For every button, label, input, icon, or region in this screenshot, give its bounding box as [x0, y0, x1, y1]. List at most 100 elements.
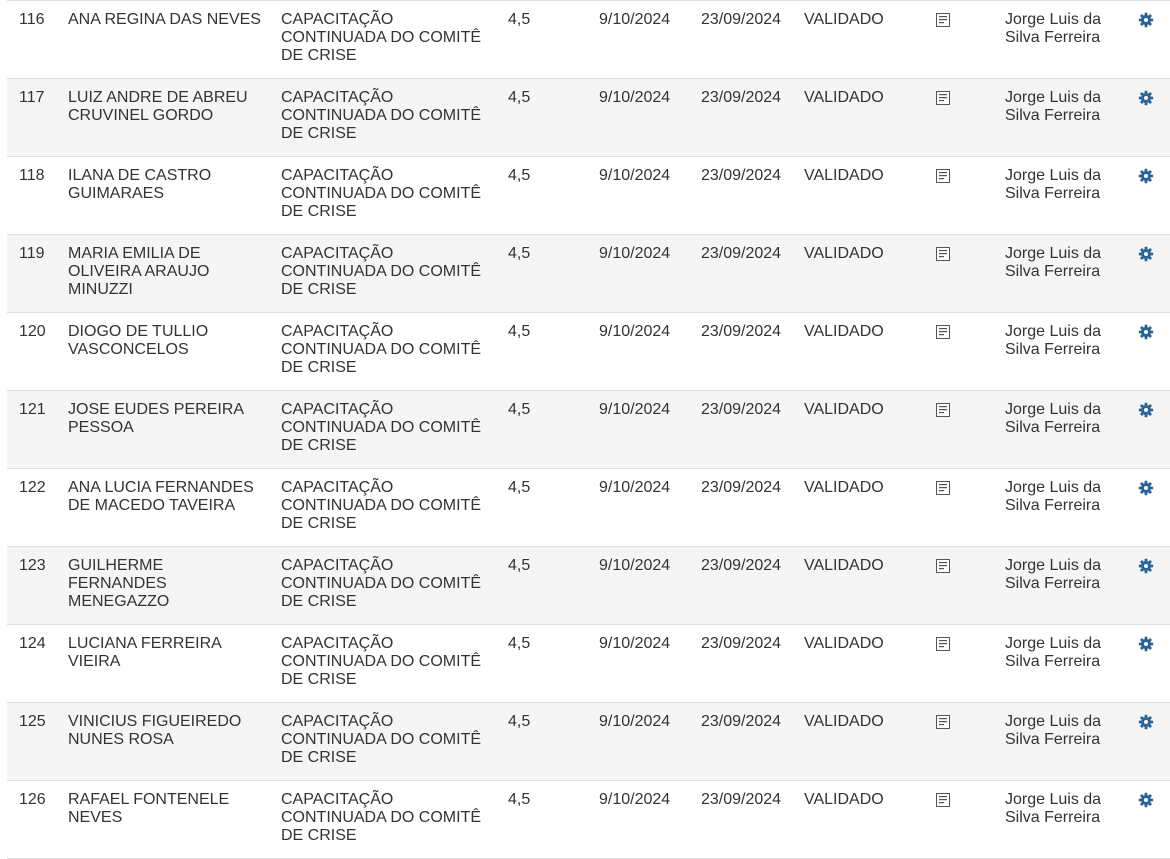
table-row: 117 LUIZ ANDRE DE ABREU CRUVINEL GORDO C…: [7, 79, 1170, 157]
doc-list-icon[interactable]: [935, 792, 953, 810]
status-text: VALIDADO: [804, 479, 884, 496]
gear-icon[interactable]: [1138, 246, 1154, 262]
doc-list-icon[interactable]: [935, 12, 953, 30]
issue-date: 9/10/2024: [599, 635, 671, 652]
status-text: VALIDADO: [804, 401, 884, 418]
gear-icon[interactable]: [1138, 168, 1154, 184]
course-name: CAPACITAÇÃO CONTINUADA DO COMITÊ DE CRIS…: [281, 401, 482, 454]
event-date: 23/09/2024: [701, 245, 782, 262]
participant-name: RAFAEL FONTENELE NEVES: [68, 791, 230, 826]
event-date: 23/09/2024: [701, 635, 782, 652]
course-name: CAPACITAÇÃO CONTINUADA DO COMITÊ DE CRIS…: [281, 167, 482, 220]
table-row: 121 JOSE EUDES PEREIRA PESSOA CAPACITAÇÃ…: [7, 391, 1170, 469]
gear-icon[interactable]: [1138, 636, 1154, 652]
table-row: 120 DIOGO DE TULLIO VASCONCELOS CAPACITA…: [7, 313, 1170, 391]
table-row: 116 ANA REGINA DAS NEVES CAPACITAÇÃO CON…: [7, 1, 1170, 79]
course-name: CAPACITAÇÃO CONTINUADA DO COMITÊ DE CRIS…: [281, 89, 482, 142]
issue-date: 9/10/2024: [599, 167, 671, 184]
validator-name: Jorge Luis da Silva Ferreira: [1005, 557, 1102, 592]
doc-list-icon[interactable]: [935, 168, 953, 186]
workload-hours: 4,5: [508, 167, 531, 184]
event-date: 23/09/2024: [701, 11, 782, 28]
records-table: 116 ANA REGINA DAS NEVES CAPACITAÇÃO CON…: [7, 0, 1170, 859]
participant-name: LUCIANA FERREIRA VIEIRA: [68, 635, 221, 670]
gear-icon[interactable]: [1138, 90, 1154, 106]
participant-name: GUILHERME FERNANDES MENEGAZZO: [68, 557, 170, 610]
validator-name: Jorge Luis da Silva Ferreira: [1005, 11, 1102, 46]
event-date: 23/09/2024: [701, 713, 782, 730]
row-number: 126: [19, 791, 46, 808]
doc-list-icon[interactable]: [935, 480, 953, 498]
issue-date: 9/10/2024: [599, 245, 671, 262]
doc-list-icon[interactable]: [935, 90, 953, 108]
event-date: 23/09/2024: [701, 479, 782, 496]
issue-date: 9/10/2024: [599, 401, 671, 418]
row-number: 122: [19, 479, 46, 496]
gear-icon[interactable]: [1138, 792, 1154, 808]
doc-list-icon[interactable]: [935, 246, 953, 264]
workload-hours: 4,5: [508, 323, 531, 340]
participant-name: MARIA EMILIA DE OLIVEIRA ARAUJO MINUZZI: [68, 245, 210, 298]
course-name: CAPACITAÇÃO CONTINUADA DO COMITÊ DE CRIS…: [281, 713, 482, 766]
status-text: VALIDADO: [804, 635, 884, 652]
course-name: CAPACITAÇÃO CONTINUADA DO COMITÊ DE CRIS…: [281, 479, 482, 532]
table-row: 126 RAFAEL FONTENELE NEVES CAPACITAÇÃO C…: [7, 781, 1170, 859]
validator-name: Jorge Luis da Silva Ferreira: [1005, 713, 1102, 748]
table-row: 124 LUCIANA FERREIRA VIEIRA CAPACITAÇÃO …: [7, 625, 1170, 703]
doc-list-icon[interactable]: [935, 636, 953, 654]
issue-date: 9/10/2024: [599, 89, 671, 106]
validator-name: Jorge Luis da Silva Ferreira: [1005, 791, 1102, 826]
table-row: 122 ANA LUCIA FERNANDES DE MACEDO TAVEIR…: [7, 469, 1170, 547]
gear-icon[interactable]: [1138, 12, 1154, 28]
doc-list-icon[interactable]: [935, 324, 953, 342]
participant-name: ANA REGINA DAS NEVES: [68, 11, 261, 28]
gear-icon[interactable]: [1138, 402, 1154, 418]
workload-hours: 4,5: [508, 713, 531, 730]
status-text: VALIDADO: [804, 245, 884, 262]
doc-list-icon[interactable]: [935, 714, 953, 732]
workload-hours: 4,5: [508, 401, 531, 418]
gear-icon[interactable]: [1138, 558, 1154, 574]
table-row: 119 MARIA EMILIA DE OLIVEIRA ARAUJO MINU…: [7, 235, 1170, 313]
doc-list-icon[interactable]: [935, 402, 953, 420]
validator-name: Jorge Luis da Silva Ferreira: [1005, 635, 1102, 670]
issue-date: 9/10/2024: [599, 11, 671, 28]
table-row: 118 ILANA DE CASTRO GUIMARAES CAPACITAÇÃ…: [7, 157, 1170, 235]
row-number: 117: [19, 89, 45, 106]
participant-name: ANA LUCIA FERNANDES DE MACEDO TAVEIRA: [68, 479, 254, 514]
status-text: VALIDADO: [804, 11, 884, 28]
course-name: CAPACITAÇÃO CONTINUADA DO COMITÊ DE CRIS…: [281, 635, 482, 688]
status-text: VALIDADO: [804, 791, 884, 808]
validator-name: Jorge Luis da Silva Ferreira: [1005, 245, 1102, 280]
issue-date: 9/10/2024: [599, 323, 671, 340]
course-name: CAPACITAÇÃO CONTINUADA DO COMITÊ DE CRIS…: [281, 11, 482, 64]
validator-name: Jorge Luis da Silva Ferreira: [1005, 323, 1102, 358]
event-date: 23/09/2024: [701, 323, 782, 340]
doc-list-icon[interactable]: [935, 558, 953, 576]
gear-icon[interactable]: [1138, 714, 1154, 730]
event-date: 23/09/2024: [701, 557, 782, 574]
status-text: VALIDADO: [804, 323, 884, 340]
issue-date: 9/10/2024: [599, 713, 671, 730]
workload-hours: 4,5: [508, 557, 531, 574]
course-name: CAPACITAÇÃO CONTINUADA DO COMITÊ DE CRIS…: [281, 557, 482, 610]
row-number: 121: [19, 401, 46, 418]
gear-icon[interactable]: [1138, 324, 1154, 340]
participant-name: DIOGO DE TULLIO VASCONCELOS: [68, 323, 209, 358]
validator-name: Jorge Luis da Silva Ferreira: [1005, 479, 1102, 514]
issue-date: 9/10/2024: [599, 479, 671, 496]
table-row: 123 GUILHERME FERNANDES MENEGAZZO CAPACI…: [7, 547, 1170, 625]
validator-name: Jorge Luis da Silva Ferreira: [1005, 89, 1102, 124]
row-number: 120: [19, 323, 46, 340]
course-name: CAPACITAÇÃO CONTINUADA DO COMITÊ DE CRIS…: [281, 791, 482, 844]
workload-hours: 4,5: [508, 11, 531, 28]
issue-date: 9/10/2024: [599, 557, 671, 574]
row-number: 125: [19, 713, 46, 730]
workload-hours: 4,5: [508, 89, 531, 106]
participant-name: LUIZ ANDRE DE ABREU CRUVINEL GORDO: [68, 89, 248, 124]
gear-icon[interactable]: [1138, 480, 1154, 496]
issue-date: 9/10/2024: [599, 791, 671, 808]
row-number: 118: [19, 167, 45, 184]
table-row: 125 VINICIUS FIGUEIREDO NUNES ROSA CAPAC…: [7, 703, 1170, 781]
workload-hours: 4,5: [508, 635, 531, 652]
